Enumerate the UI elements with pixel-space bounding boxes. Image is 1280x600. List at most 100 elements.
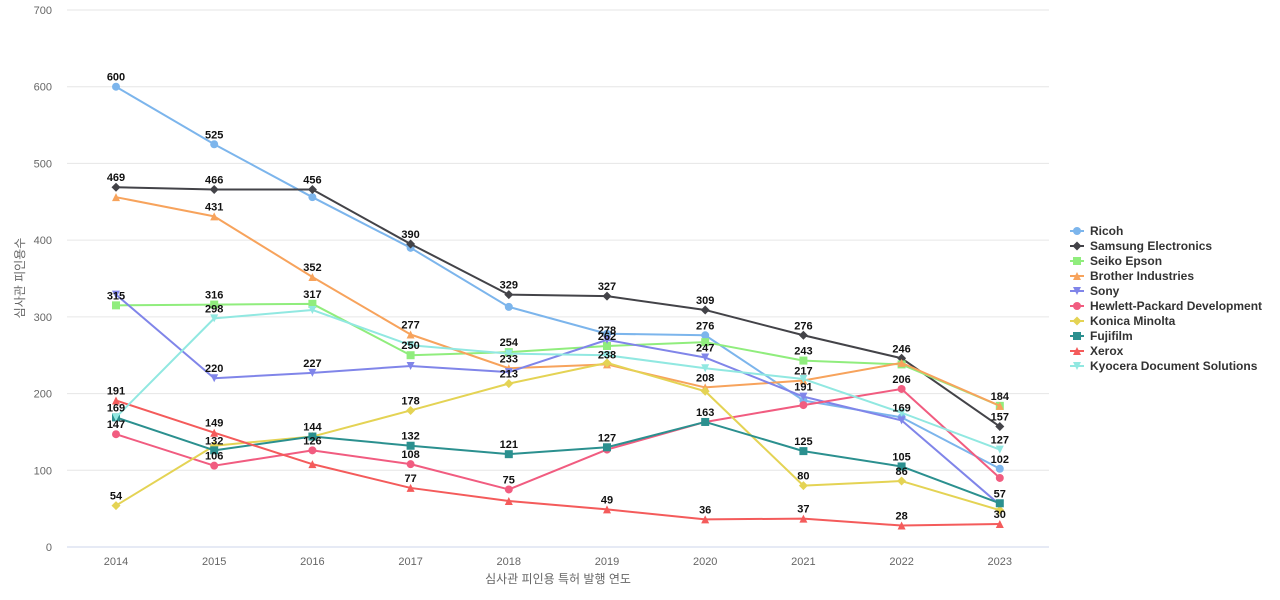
x-tick-label: 2017 <box>398 556 422 568</box>
data-label: 276 <box>696 320 714 332</box>
data-point <box>897 521 906 530</box>
x-tick-label: 2023 <box>988 556 1012 568</box>
data-point <box>406 460 415 469</box>
data-label: 28 <box>895 511 907 523</box>
data-label: 191 <box>107 385 125 397</box>
data-label: 227 <box>303 358 321 370</box>
data-label: 178 <box>401 395 419 407</box>
legend-item[interactable]: Fujifilm <box>1070 329 1133 343</box>
legend-item[interactable]: Hewlett-Packard Development <box>1070 299 1262 313</box>
data-point <box>897 462 906 471</box>
data-point <box>111 501 121 511</box>
data-label: 169 <box>107 402 125 414</box>
data-point <box>897 384 906 393</box>
data-point <box>210 374 219 383</box>
data-label: 276 <box>794 320 812 332</box>
legend-item[interactable]: Xerox <box>1070 344 1124 358</box>
data-label: 238 <box>598 349 616 361</box>
data-point <box>406 351 415 360</box>
data-label: 469 <box>107 172 125 184</box>
data-label: 298 <box>205 303 223 315</box>
data-labels: 600 525 276 169 102 469 466 456 390 329 327 309 276 2… <box>107 72 1010 523</box>
legend-item[interactable]: Sony <box>1070 284 1120 298</box>
data-point <box>602 358 612 368</box>
x-tick-label: 2018 <box>497 556 521 568</box>
series-line <box>115 399 1001 527</box>
series-line <box>115 302 1001 407</box>
data-label: 121 <box>500 439 518 451</box>
legend-marker <box>1073 257 1081 265</box>
data-label: 102 <box>991 454 1009 466</box>
data-point <box>112 430 120 439</box>
series-group <box>111 182 1005 432</box>
data-point <box>504 496 513 505</box>
data-point <box>210 461 219 470</box>
data-point <box>700 386 710 396</box>
data-label: 127 <box>598 432 616 444</box>
data-label: 220 <box>205 363 223 375</box>
data-point <box>210 140 219 149</box>
data-point <box>210 212 219 221</box>
data-point <box>406 330 415 339</box>
legend-label: Sony <box>1090 284 1120 298</box>
legend-item[interactable]: Kyocera Document Solutions <box>1070 359 1258 373</box>
data-point <box>308 368 317 377</box>
legend-item[interactable]: Samsung Electronics <box>1070 239 1212 253</box>
x-tick-label: 2015 <box>202 556 226 568</box>
data-point <box>995 401 1004 410</box>
data-label: 262 <box>598 331 616 343</box>
data-point <box>308 299 317 308</box>
legend-marker <box>1073 332 1081 340</box>
legend-label: Samsung Electronics <box>1090 239 1212 253</box>
data-point <box>308 305 317 314</box>
data-point <box>897 416 906 425</box>
data-point <box>406 441 415 450</box>
data-point <box>995 464 1004 473</box>
data-point <box>603 329 611 338</box>
data-point <box>701 353 710 362</box>
x-tick-label: 2021 <box>791 556 815 568</box>
data-point <box>799 401 808 410</box>
data-point <box>308 193 317 202</box>
data-point <box>112 193 120 202</box>
legend-item[interactable]: Ricoh <box>1070 224 1123 238</box>
data-point <box>995 422 1005 432</box>
data-point <box>308 272 317 281</box>
x-axis-title: 심사관 피인용 특허 발행 연도 <box>485 571 631 586</box>
data-point <box>799 374 808 383</box>
data-label: 163 <box>696 407 714 419</box>
series-line <box>115 196 1001 407</box>
data-label: 456 <box>303 175 321 187</box>
legend-label: Brother Industries <box>1090 269 1194 283</box>
data-label: 147 <box>107 419 125 431</box>
data-label: 277 <box>401 320 419 332</box>
x-tick-label: 2014 <box>104 556 128 568</box>
data-point <box>504 290 514 300</box>
y-tick-label: 700 <box>34 5 52 17</box>
legend-item[interactable]: Konica Minolta <box>1070 314 1176 328</box>
legend-item[interactable]: Seiko Epson <box>1070 254 1162 268</box>
data-point <box>308 460 317 469</box>
legend-label: Hewlett-Packard Development <box>1090 299 1262 313</box>
data-label: 132 <box>401 431 419 443</box>
series-lines <box>111 82 1005 530</box>
legend-marker <box>1073 272 1081 280</box>
data-label: 127 <box>991 435 1009 447</box>
series-line <box>115 308 1001 451</box>
data-point <box>209 185 219 195</box>
series-group <box>111 358 1005 515</box>
data-point <box>700 305 710 315</box>
data-label: 278 <box>598 325 616 337</box>
data-point <box>799 392 808 401</box>
data-label: 250 <box>401 340 419 352</box>
data-point <box>210 314 219 323</box>
data-point <box>112 82 120 91</box>
legend-label: Fujifilm <box>1090 329 1133 343</box>
legend-marker <box>1073 227 1081 235</box>
legend-item[interactable]: Brother Industries <box>1070 269 1194 283</box>
y-tick-label: 600 <box>34 82 52 94</box>
y-tick-label: 100 <box>34 465 52 477</box>
data-label: 191 <box>794 382 812 394</box>
